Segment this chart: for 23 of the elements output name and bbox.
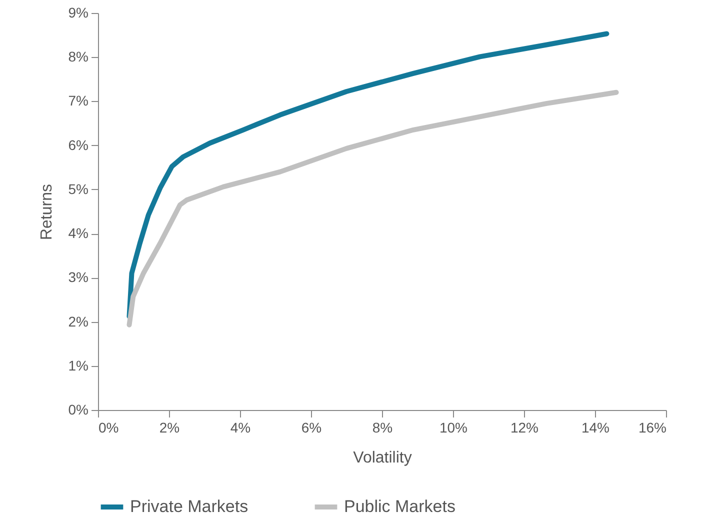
y-tick-label: 5% — [68, 180, 88, 197]
legend-label: Public Markets — [344, 497, 456, 516]
x-tick-label: 16% — [638, 420, 666, 436]
y-tick-label: 7% — [68, 92, 88, 109]
y-tick-label: 1% — [68, 357, 88, 374]
x-tick-label: 12% — [510, 420, 539, 436]
y-tick-label: 9% — [68, 4, 88, 20]
y-tick-label: 2% — [68, 313, 88, 330]
legend-label: Private Markets — [130, 497, 248, 516]
x-axis-title: Volatility — [353, 450, 412, 466]
x-tick-label: 14% — [581, 420, 610, 436]
x-tick-label: 0% — [98, 420, 119, 436]
y-tick-label: 3% — [68, 269, 88, 286]
y-tick-label: 4% — [68, 225, 88, 242]
x-tick-label: 2% — [159, 420, 180, 436]
y-tick-label: 6% — [68, 136, 88, 153]
y-axis-title: Returns — [38, 184, 56, 240]
x-tick-label: 8% — [372, 420, 393, 436]
y-tick-label: 0% — [68, 402, 88, 418]
y-tick-label: 8% — [68, 48, 88, 65]
x-tick-label: 10% — [439, 420, 468, 436]
x-tick-label: 6% — [301, 420, 322, 436]
x-tick-label: 4% — [230, 420, 251, 436]
